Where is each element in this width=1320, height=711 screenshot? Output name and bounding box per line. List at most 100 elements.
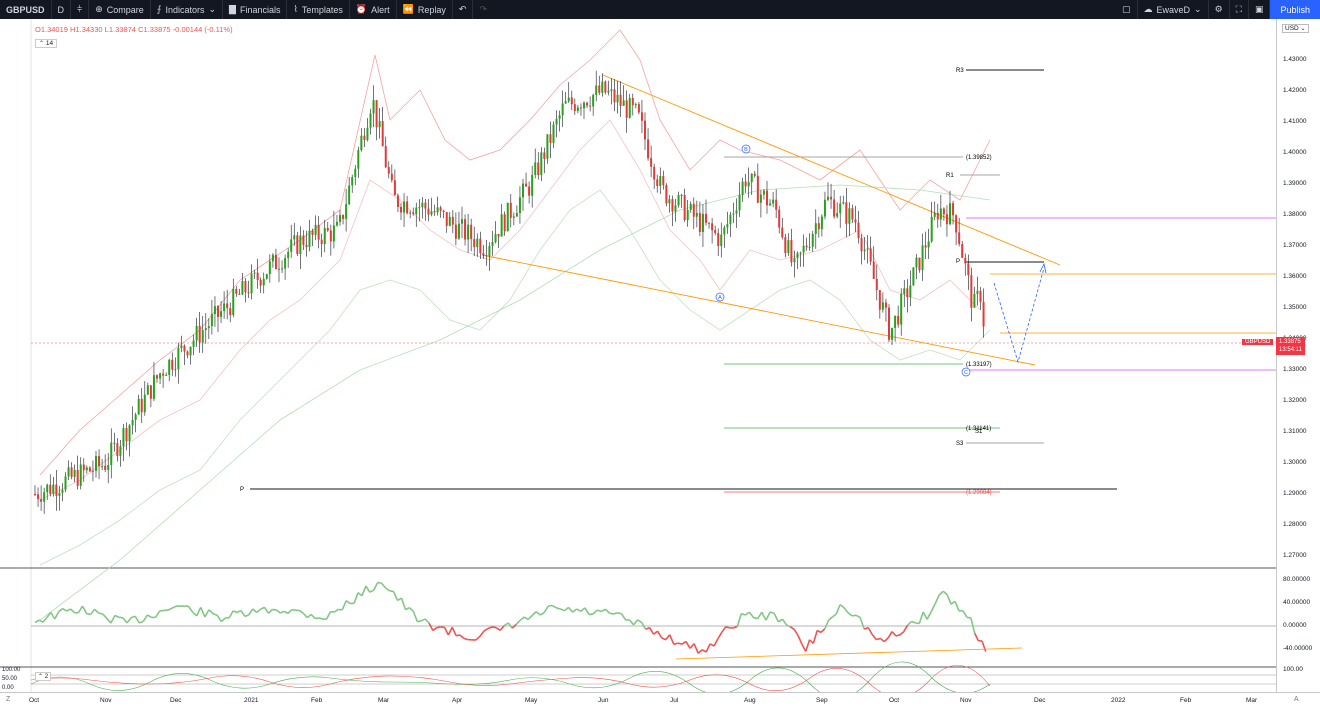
candle-body [797,253,799,258]
candle-body [101,466,103,467]
templates-button[interactable]: ⌇Templates [287,0,349,19]
oscillator-segment [143,615,147,621]
oscillator-segment [783,619,787,625]
candle-body [729,215,731,224]
oscillator-segment [492,627,496,628]
chart-type-button[interactable]: ⫩ [71,0,89,19]
candle-body [415,208,417,215]
stoch-badge[interactable]: ⌃ 2 [35,672,51,681]
alert-button[interactable]: ⏰Alert [350,0,397,19]
undo-button[interactable]: ↶ [453,0,474,19]
interval-button[interactable]: D [52,0,72,19]
candle-body [187,351,189,355]
candle-body [763,191,765,195]
price-tick: 1.43000 [1283,56,1307,63]
candle-body [565,101,567,103]
candle-body [449,217,451,226]
candle-body [336,222,338,226]
candle-body [110,443,112,465]
candle-body [424,203,426,209]
candle-body [897,316,899,325]
candle-body [190,347,192,355]
candle-body [122,428,124,446]
publish-label: Publish [1280,5,1310,15]
financials-button[interactable]: ▇ Financials [223,0,287,19]
candle-body [632,98,634,105]
oscillator-segment [107,618,111,623]
snapshot-button[interactable]: ▣ [1249,0,1271,19]
candle-body [876,279,878,290]
candle-body [705,214,707,223]
candle-body [845,202,847,224]
candle-body [711,223,713,230]
candle-body [806,246,808,248]
oscillator-segment [694,644,698,654]
bar-chart-icon: ▇ [229,5,236,15]
oscillator-segment [888,632,892,638]
candle-body [77,470,79,486]
candle-body [302,236,304,245]
oscillator-segment [172,606,176,608]
candle-body [333,225,335,241]
oscillator-segment [955,601,959,611]
close-value: C1.33875 [138,25,171,34]
candle-body [52,485,54,494]
oscillator-segment [394,591,398,600]
compare-button[interactable]: ⊕Compare [89,0,151,19]
oscillator-segment [686,641,690,648]
candle-body [92,471,94,472]
publish-button[interactable]: Publish [1270,0,1320,19]
z-button[interactable]: Z [6,696,10,703]
oscillator-segment [601,609,605,611]
a-button[interactable]: A [1294,696,1299,703]
collapse-legend-button[interactable]: ⌃ 14 [35,39,57,48]
oscillator-segment [666,635,670,640]
oscillator-segment [766,612,770,620]
redo-button[interactable]: ↷ [473,0,493,19]
candle-body [373,100,375,113]
oscillator-segment [614,613,618,614]
oscillator-segment [876,638,880,639]
replay-button[interactable]: ⏪Replay [397,0,453,19]
oscillator-segment [284,611,288,613]
candle-body [949,203,951,224]
candle-body [492,242,494,246]
candle-body [754,174,756,176]
candle-body [574,104,576,111]
candle-body [748,182,750,186]
oscillator-segment [456,635,460,636]
candle-body [854,219,856,222]
interval-label: D [58,5,65,15]
financials-label: Financials [240,5,281,15]
oscillator-segment [573,609,577,612]
candle-body [46,485,48,492]
candle-body [751,174,753,182]
symbol-search[interactable]: GBPUSD [0,0,52,19]
candle-body [827,197,829,200]
fullscreen-button[interactable]: ⛶ [1230,0,1249,19]
oscillator-segment [390,591,394,592]
chart-pane[interactable]: B A C R3 (1.39852) R1 P (1.33197) (1.311… [0,19,1276,692]
chevron-up-icon: ⌃ [38,673,43,680]
candle-body [55,485,57,496]
oscillator-segment [919,612,923,624]
layout-button[interactable]: ▢ [1116,0,1138,19]
oscillator-segment [79,606,83,613]
candle-body [324,228,326,244]
oscillator-segment [386,588,390,591]
candle-body [522,184,524,198]
stoch-tick-mid: 50.00 [2,675,20,684]
last-symbol-label: GBPUSD [1245,339,1270,345]
candle-body [385,146,387,167]
indicators-button[interactable]: ⨍Indicators⌄ [151,0,223,19]
candle-body [696,213,698,217]
legend-badge: 14 [46,40,53,47]
user-menu[interactable]: ☁EwaveD⌄ [1138,0,1209,19]
oscillator-segment [213,614,217,616]
currency-selector[interactable]: USD ⌄ [1282,24,1309,33]
candle-body [614,89,616,102]
settings-button[interactable]: ⚙ [1209,0,1230,19]
candle-body [126,428,128,441]
